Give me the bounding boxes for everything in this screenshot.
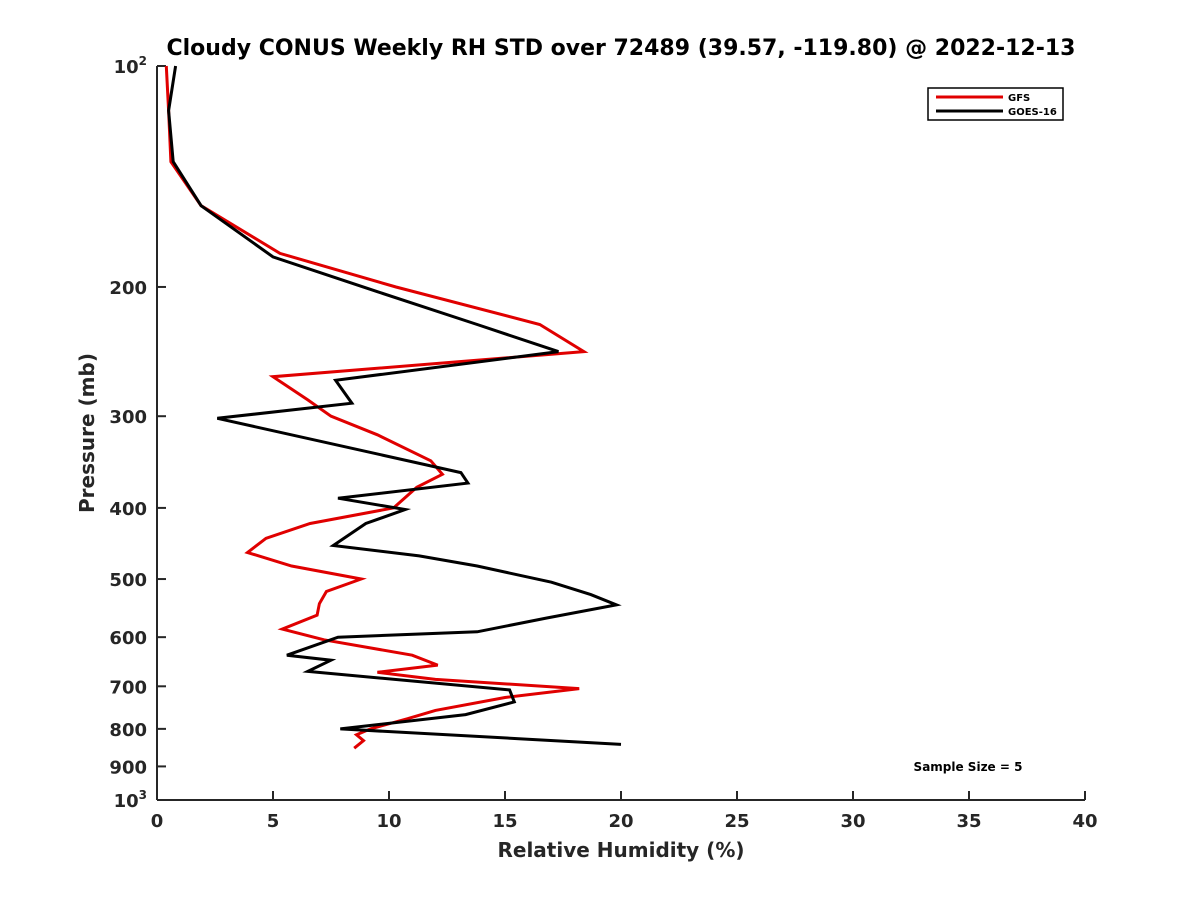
- y-tick-label: 600: [109, 628, 147, 649]
- y-tick-label: 200: [109, 278, 147, 299]
- y-tick-label: 900: [109, 757, 147, 778]
- x-tick-label: 15: [492, 811, 517, 832]
- legend-label: GFS: [1008, 93, 1030, 104]
- axes: 0 5 10 15 20 25 30 35 40 102 200 300 400 500 600 700 800…: [109, 54, 1097, 832]
- series-line-gfs: [164, 65, 589, 750]
- chart-title: Cloudy CONUS Weekly RH STD over 72489 (3…: [167, 36, 1076, 61]
- series-layer: [164, 65, 622, 750]
- y-tick-label: 102: [114, 54, 147, 78]
- y-tick-label: 400: [109, 499, 147, 520]
- y-tick-label: 700: [109, 677, 147, 698]
- y-tick-label: 300: [109, 407, 147, 428]
- x-tick-label: 0: [151, 811, 164, 832]
- y-tick-label: 800: [109, 720, 147, 741]
- x-tick-label: 10: [376, 811, 401, 832]
- y-tick-label: 103: [114, 788, 147, 812]
- x-tick-label: 5: [267, 811, 280, 832]
- x-tick-label: 35: [956, 811, 981, 832]
- x-tick-label: 30: [840, 811, 865, 832]
- x-axis-label: Relative Humidity (%): [497, 838, 744, 862]
- x-tick-label: 20: [608, 811, 633, 832]
- x-tick-label: 25: [724, 811, 749, 832]
- y-tick-label: 500: [109, 570, 147, 591]
- legend-label: GOES-16: [1008, 107, 1057, 118]
- series-line-goes-16: [167, 65, 622, 746]
- y-axis-label: Pressure (mb): [75, 353, 99, 513]
- legend-box: [927, 87, 1064, 121]
- x-tick-label: 40: [1072, 811, 1097, 832]
- legend: GFS GOES-16: [927, 87, 1064, 121]
- sample-size-annotation: Sample Size = 5: [914, 760, 1023, 774]
